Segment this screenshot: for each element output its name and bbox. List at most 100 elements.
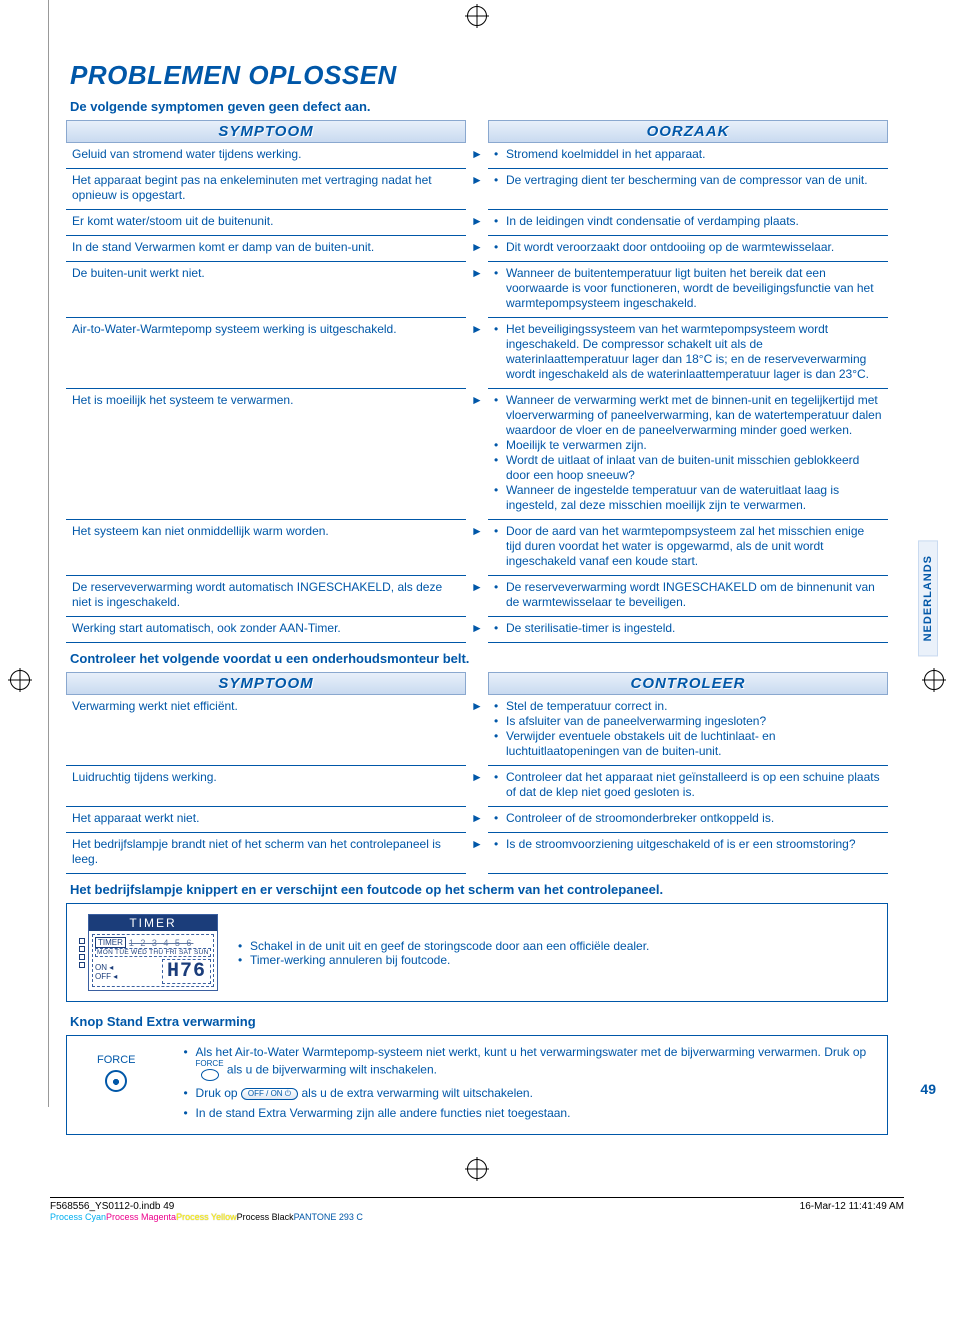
- list-item: Verwijder eventuele obstakels uit de luc…: [494, 729, 882, 759]
- timer-off-label: OFF ◂: [95, 972, 117, 981]
- arrow-icon: ►: [466, 143, 488, 169]
- arrow-icon: ►: [466, 236, 488, 262]
- timer-numbers: 1 2 3 4 5 6: [129, 938, 194, 948]
- checks-cell: Controleer of de stroomonderbreker ontko…: [488, 807, 888, 833]
- arrow-icon: ►: [466, 766, 488, 807]
- list-item: Timer-werking annuleren bij foutcode.: [238, 953, 649, 967]
- footer-filename: F568556_YS0112-0.indb 49: [50, 1201, 363, 1212]
- list-item: Wanneer de buitentemperatuur ligt buiten…: [494, 266, 882, 311]
- timer-badge: TIMER: [95, 937, 126, 948]
- arrow-icon: ►: [466, 617, 488, 643]
- list-item: Het beveiligingssysteem van het warmtepo…: [494, 322, 882, 382]
- timer-notes: Schakel in de unit uit en geef de storin…: [238, 939, 649, 967]
- causes-cell: Door de aard van het warmtepompsysteem z…: [488, 520, 888, 576]
- col-header-symptom-2: SYMPTOOM: [66, 672, 466, 695]
- list-item: De sterilisatie-timer is ingesteld.: [494, 621, 882, 636]
- timer-ticks: [79, 938, 85, 968]
- force-inline-icon: FORCE: [196, 1060, 224, 1081]
- print-footer: F568556_YS0112-0.indb 49 Process CyanPro…: [50, 1197, 904, 1233]
- causes-cell: Stromend koelmiddel in het apparaat.: [488, 143, 888, 169]
- list-item: Door de aard van het warmtepompsysteem z…: [494, 524, 882, 569]
- symptom-cell: De buiten-unit werkt niet.: [66, 262, 466, 318]
- list-item: Moeilijk te verwarmen zijn.: [494, 438, 882, 453]
- force-note-1: Als het Air-to-Water Warmtepomp-systeem …: [184, 1044, 875, 1081]
- language-tab: NEDERLANDS: [918, 540, 938, 656]
- offon-pill-icon: OFF / ON ⏻: [241, 1088, 298, 1101]
- check-intro: Controleer het volgende voordat u een on…: [70, 651, 894, 666]
- checks-cell: Controleer dat het apparaat niet geïnsta…: [488, 766, 888, 807]
- timer-on-label: ON ◂: [95, 963, 117, 972]
- timer-error-code: H76: [162, 959, 211, 984]
- force-info-box: FORCE Als het Air-to-Water Warmtepomp-sy…: [66, 1035, 888, 1135]
- force-button-graphic: FORCE: [79, 1044, 154, 1092]
- symptom-cell: Het systeem kan niet onmiddellijk warm w…: [66, 520, 466, 576]
- timer-info-box: TIMER TIMER 1 2 3 4 5 6 MON TUE WED THU …: [66, 903, 888, 1002]
- causes-cell: In de leidingen vindt condensatie of ver…: [488, 210, 888, 236]
- timer-days: MON TUE WED THU FRI SAT SUN: [95, 948, 211, 957]
- list-item: Is afsluiter van de paneelverwarming ing…: [494, 714, 882, 729]
- symptom-cell: De reserveverwarming wordt automatisch I…: [66, 576, 466, 617]
- list-item: De reserveverwarming wordt INGESCHAKELD …: [494, 580, 882, 610]
- arrow-icon: ►: [466, 389, 488, 520]
- arrow-icon: ►: [466, 318, 488, 389]
- causes-cell: Wanneer de buitentemperatuur ligt buiten…: [488, 262, 888, 318]
- list-item: Controleer of de stroomonderbreker ontko…: [494, 811, 882, 826]
- arrow-icon: ►: [466, 833, 488, 874]
- symptom-cell: Geluid van stromend water tijdens werkin…: [66, 143, 466, 169]
- list-item: De vertraging dient ter bescherming van …: [494, 173, 882, 188]
- arrow-icon: ►: [466, 695, 488, 766]
- symptom-check-table: SYMPTOOM CONTROLEER Verwarming werkt nie…: [66, 672, 888, 874]
- symptom-cell: Het apparaat werkt niet.: [66, 807, 466, 833]
- crop-line: [48, 0, 49, 1107]
- symptom-cell: Verwarming werkt niet efficiënt.: [66, 695, 466, 766]
- causes-cell: De sterilisatie-timer is ingesteld.: [488, 617, 888, 643]
- list-item: Dit wordt veroorzaakt door ontdooiing op…: [494, 240, 882, 255]
- force-heading: Knop Stand Extra verwarming: [70, 1014, 894, 1029]
- list-item: Stel de temperatuur correct in.: [494, 699, 882, 714]
- symptom-cause-table: SYMPTOOM OORZAAK Geluid van stromend wat…: [66, 120, 888, 643]
- footer-timestamp: 16-Mar-12 11:41:49 AM: [800, 1201, 904, 1223]
- symptom-cell: Het is moeilijk het systeem te verwarmen…: [66, 389, 466, 520]
- symptom-cell: Er komt water/stoom uit de buitenunit.: [66, 210, 466, 236]
- list-item: Controleer dat het apparaat niet geïnsta…: [494, 770, 882, 800]
- list-item: Wanneer de verwarming werkt met de binne…: [494, 393, 882, 438]
- intro-text: De volgende symptomen geven geen defect …: [70, 99, 894, 114]
- symptom-cell: In de stand Verwarmen komt er damp van d…: [66, 236, 466, 262]
- causes-cell: Het beveiligingssysteem van het warmtepo…: [488, 318, 888, 389]
- blink-heading: Het bedrijfslampje knippert en er versch…: [70, 882, 894, 897]
- symptom-cell: Werking start automatisch, ook zonder AA…: [66, 617, 466, 643]
- symptom-cell: Luidruchtig tijdens werking.: [66, 766, 466, 807]
- page-content: PROBLEMEN OPLOSSEN De volgende symptomen…: [0, 0, 954, 1167]
- col-header-check: CONTROLEER: [488, 672, 888, 695]
- symptom-cell: Het apparaat begint pas na enkeleminuten…: [66, 169, 466, 210]
- col-header-cause: OORZAAK: [488, 120, 888, 143]
- page-title: PROBLEMEN OPLOSSEN: [70, 60, 894, 91]
- arrow-icon: ►: [466, 576, 488, 617]
- list-item: Wanneer de ingestelde temperatuur van de…: [494, 483, 882, 513]
- registration-mark-bottom: [467, 1159, 487, 1179]
- timer-widget: TIMER TIMER 1 2 3 4 5 6 MON TUE WED THU …: [88, 914, 218, 991]
- list-item: Is de stroomvoorziening uitgeschakeld of…: [494, 837, 882, 852]
- list-item: Schakel in de unit uit en geef de storin…: [238, 939, 649, 953]
- force-note-2: Druk op OFF / ON ⏻ als u de extra verwar…: [184, 1085, 875, 1101]
- color-bar: Process CyanProcess MagentaProcess Yello…: [50, 1212, 363, 1223]
- symptom-cell: Het bedrijfslampje brandt niet of het sc…: [66, 833, 466, 874]
- checks-cell: Is de stroomvoorziening uitgeschakeld of…: [488, 833, 888, 874]
- list-item: Stromend koelmiddel in het apparaat.: [494, 147, 882, 162]
- arrow-icon: ►: [466, 169, 488, 210]
- force-button-icon: [105, 1070, 127, 1092]
- symptom-cell: Air-to-Water-Warmtepomp systeem werking …: [66, 318, 466, 389]
- arrow-icon: ►: [466, 210, 488, 236]
- col-header-symptom: SYMPTOOM: [66, 120, 466, 143]
- force-notes: Als het Air-to-Water Warmtepomp-systeem …: [184, 1044, 875, 1126]
- causes-cell: De vertraging dient ter bescherming van …: [488, 169, 888, 210]
- arrow-icon: ►: [466, 807, 488, 833]
- list-item: In de leidingen vindt condensatie of ver…: [494, 214, 882, 229]
- causes-cell: Wanneer de verwarming werkt met de binne…: [488, 389, 888, 520]
- list-item: Wordt de uitlaat of inlaat van de buiten…: [494, 453, 882, 483]
- timer-title: TIMER: [89, 915, 217, 931]
- page-number: 49: [920, 1081, 936, 1097]
- checks-cell: Stel de temperatuur correct in.Is afslui…: [488, 695, 888, 766]
- force-label: FORCE: [79, 1054, 154, 1066]
- arrow-icon: ►: [466, 520, 488, 576]
